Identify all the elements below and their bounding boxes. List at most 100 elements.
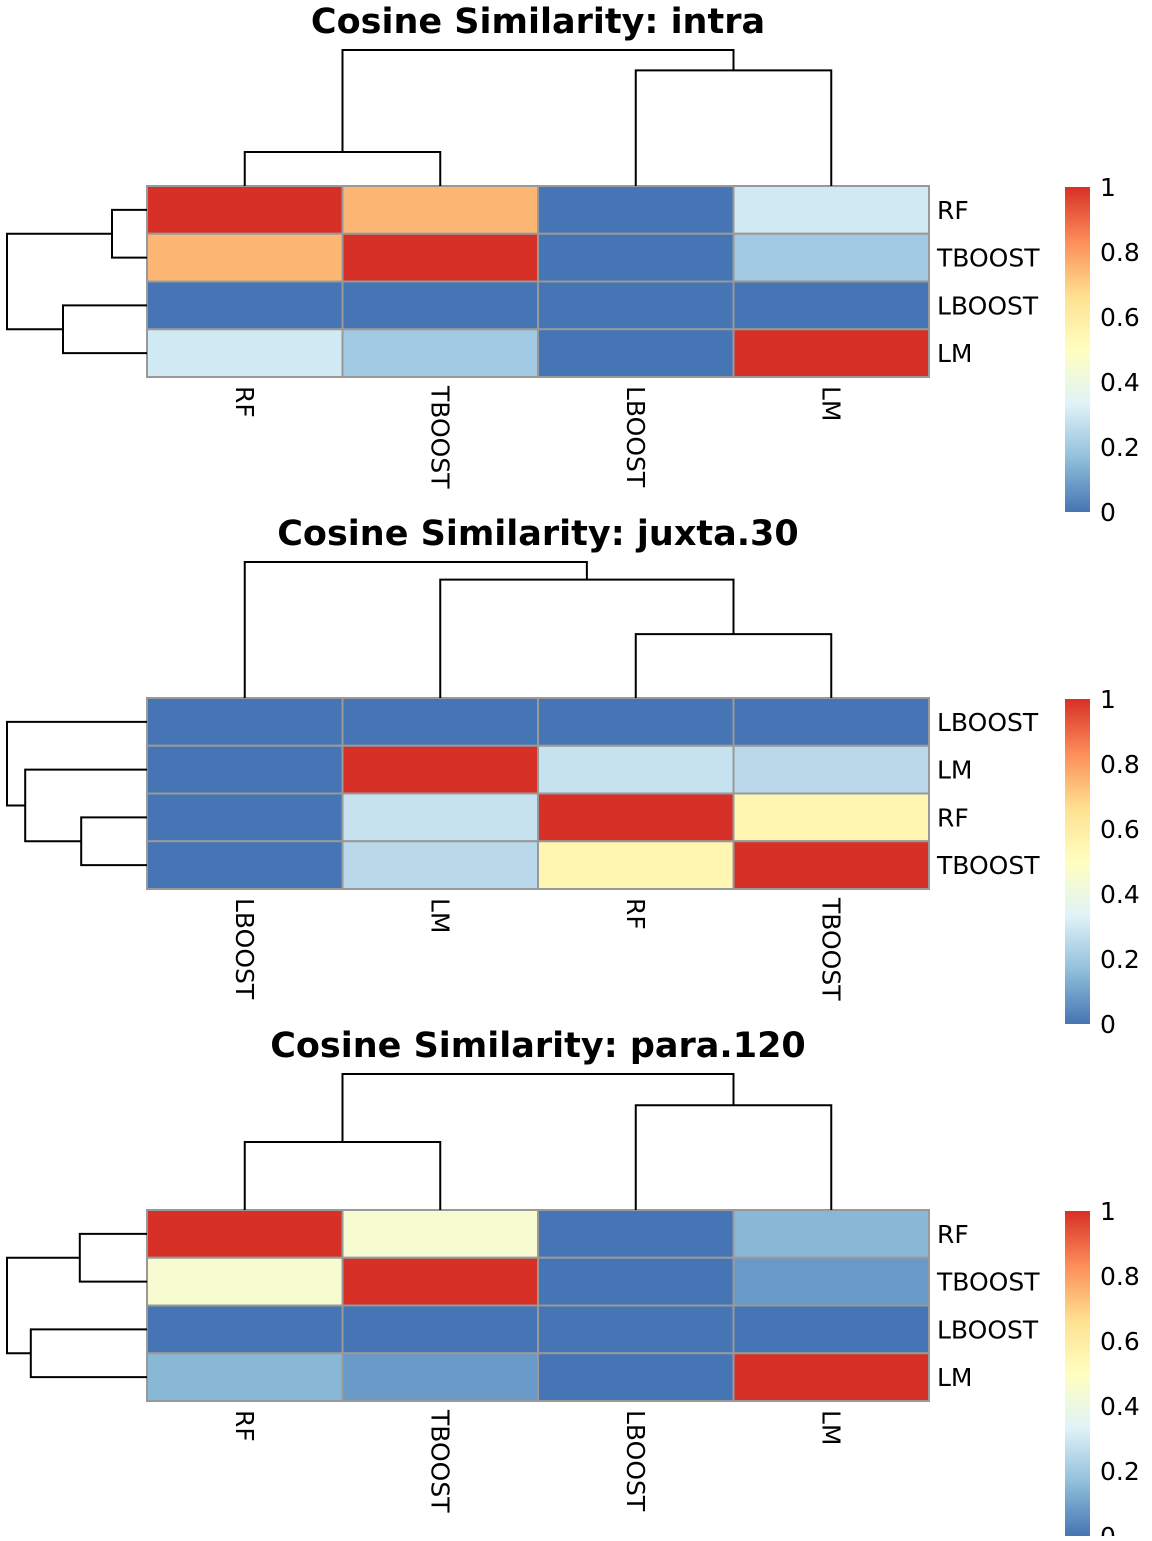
row-label: LM xyxy=(937,1363,973,1392)
legend-tick-label: 0.4 xyxy=(1100,880,1140,909)
color-legend-bar xyxy=(1065,187,1090,512)
heatmap-cell xyxy=(146,232,344,283)
column-label: TBOOST xyxy=(425,1409,454,1513)
heatmap-cell xyxy=(146,185,344,235)
chart-title: Cosine Similarity: para.120 xyxy=(270,1026,806,1066)
legend-tick-label: 1 xyxy=(1100,1197,1116,1226)
legend-tick-label: 0.2 xyxy=(1100,1457,1140,1486)
heatmap-cell xyxy=(341,697,539,747)
row-dendrogram-link xyxy=(6,1256,80,1355)
row-dendrogram-link xyxy=(111,208,147,259)
col-dendrogram-link xyxy=(439,578,735,698)
heatmap-cell xyxy=(146,1352,344,1402)
row-dendrogram-link xyxy=(62,304,147,355)
column-label: RF xyxy=(230,1410,259,1442)
legend-tick-label: 0 xyxy=(1100,1522,1116,1536)
heatmap-cell xyxy=(537,232,735,283)
col-dendrogram-link xyxy=(341,1073,735,1142)
color-legend-bar xyxy=(1065,699,1090,1024)
row-label: RF xyxy=(937,1220,969,1249)
heatmap-cell xyxy=(341,1304,539,1355)
legend-tick-label: 0.6 xyxy=(1100,1327,1140,1356)
heatmap-cell xyxy=(732,280,930,331)
legend-tick-label: 0.4 xyxy=(1100,1392,1140,1421)
heatmap-cell xyxy=(146,328,344,378)
col-dendrogram-link xyxy=(634,633,833,698)
heatmap-cell xyxy=(537,840,735,890)
row-label: LBOOST xyxy=(937,708,1039,737)
legend-tick-label: 1 xyxy=(1100,173,1116,202)
legend-tick-label: 0.2 xyxy=(1100,433,1140,462)
legend-tick-label: 0.6 xyxy=(1100,815,1140,844)
legend-tick-label: 0.4 xyxy=(1100,368,1140,397)
heatmap-cell xyxy=(146,744,344,795)
row-label: RF xyxy=(937,803,969,832)
legend-tick-label: 0 xyxy=(1100,1010,1116,1039)
row-dendrogram-link xyxy=(24,768,147,843)
column-label: LM xyxy=(816,386,845,422)
heatmap-cell xyxy=(537,1304,735,1355)
heatmap-panel: Cosine Similarity: para.120 RF TBOOST LBOOS… xyxy=(6,1026,1140,1541)
column-label: TBOOST xyxy=(816,897,845,1001)
heatmap-cell xyxy=(537,697,735,747)
column-label: TBOOST xyxy=(425,385,454,489)
row-dendrogram-link xyxy=(80,816,147,867)
heatmap-panel: Cosine Similarity: juxta.30 LBOOST LM RF TBO… xyxy=(6,514,1140,1039)
legend-tick-label: 0 xyxy=(1100,498,1116,527)
row-dendrogram-link xyxy=(6,720,147,807)
legend-tick-label: 0.8 xyxy=(1100,238,1140,267)
heatmap-cell xyxy=(732,792,930,843)
heatmap-cell xyxy=(341,1352,539,1402)
column-label: LM xyxy=(425,898,454,934)
row-label: TBOOST xyxy=(936,1268,1040,1297)
heatmap-cell xyxy=(341,792,539,843)
heatmap-cell xyxy=(537,744,735,795)
row-label: RF xyxy=(937,196,969,225)
heatmap-cell xyxy=(732,697,930,747)
row-label: TBOOST xyxy=(936,851,1040,880)
heatmap-cell xyxy=(341,185,539,235)
heatmap-cell xyxy=(341,280,539,331)
legend-tick-label: 1 xyxy=(1100,685,1116,714)
col-dendrogram-link xyxy=(243,1141,442,1210)
heatmap-cell xyxy=(732,1256,930,1307)
heatmap-cell xyxy=(732,185,930,235)
row-dendrogram-link xyxy=(29,1328,147,1379)
legend-tick-label: 0.8 xyxy=(1100,1262,1140,1291)
heatmap-panel: Cosine Similarity: intra RF TBOOST LBOOST LM… xyxy=(6,2,1140,527)
legend-tick-label: 0.6 xyxy=(1100,303,1140,332)
heatmap-cell xyxy=(732,1352,930,1402)
heatmap-cell xyxy=(732,840,930,890)
column-label: LBOOST xyxy=(230,898,259,1000)
heatmap-cell xyxy=(732,1209,930,1259)
column-label: LBOOST xyxy=(621,1410,650,1512)
heatmap-cell xyxy=(146,1256,344,1307)
heatmap-cell xyxy=(537,280,735,331)
heatmap-cell xyxy=(732,1304,930,1355)
heatmap-cell xyxy=(537,185,735,235)
heatmap-cell xyxy=(146,1304,344,1355)
row-label: LM xyxy=(937,756,973,785)
row-dendrogram-link xyxy=(6,232,112,331)
legend-tick-label: 0.2 xyxy=(1100,945,1140,974)
col-dendrogram-link xyxy=(341,49,735,152)
heatmap-cell xyxy=(341,328,539,378)
row-label: LBOOST xyxy=(937,1315,1039,1344)
heatmap-cell xyxy=(341,1256,539,1307)
heatmap-cell xyxy=(146,280,344,331)
heatmap-cell xyxy=(537,1352,735,1402)
color-legend-bar xyxy=(1065,1211,1090,1536)
chart-title: Cosine Similarity: intra xyxy=(311,2,765,42)
heatmap-cell xyxy=(146,840,344,890)
column-label: RF xyxy=(621,898,650,930)
heatmap-cell xyxy=(146,697,344,747)
row-label: TBOOST xyxy=(936,244,1040,273)
heatmap-cell xyxy=(341,840,539,890)
heatmap-cell xyxy=(146,1209,344,1259)
col-dendrogram-link xyxy=(243,561,588,698)
col-dendrogram-link xyxy=(634,69,833,186)
column-label: RF xyxy=(230,386,259,418)
chart-title: Cosine Similarity: juxta.30 xyxy=(277,514,799,554)
heatmap-cell xyxy=(537,1256,735,1307)
